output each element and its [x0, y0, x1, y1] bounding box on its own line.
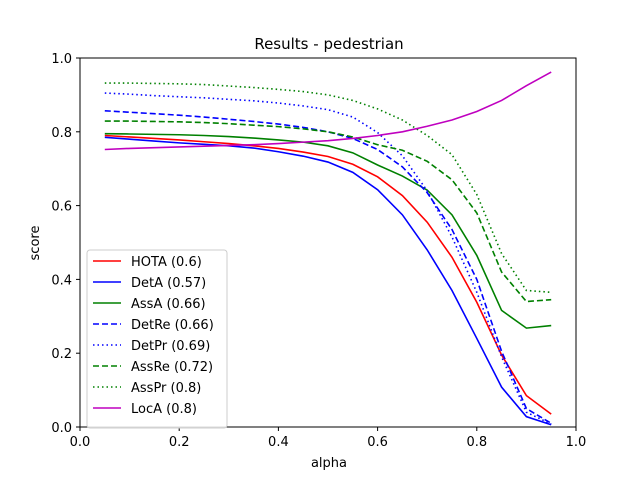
y-axis-ticks: 0.0 0.2 0.4 0.6 0.8 1.0	[51, 52, 80, 436]
chart-title: Results - pedestrian	[254, 35, 403, 53]
series-line-6	[104, 120, 552, 303]
y-tick-label: 0.6	[51, 200, 72, 215]
legend-box	[86, 249, 228, 429]
legend-label: AssA (0.66)	[131, 297, 206, 312]
x-tick-label: 0.4	[268, 435, 289, 450]
y-axis-label: score	[28, 226, 43, 261]
x-axis-label: alpha	[311, 456, 347, 471]
series-line-5	[104, 92, 552, 425]
legend: HOTA (0.6) DetA (0.57) AssA (0.66) DetRe (0…	[86, 249, 228, 429]
legend-label: AssPr (0.8)	[131, 381, 201, 396]
series-line-2	[104, 136, 552, 426]
legend-label: LocA (0.8)	[131, 402, 197, 417]
x-tick-label: 0.8	[466, 435, 487, 450]
series-line-3	[104, 132, 552, 329]
y-tick-label: 0.8	[51, 126, 72, 141]
plot-area	[79, 57, 577, 428]
x-tick-label: 0.6	[367, 435, 388, 450]
legend-label: DetRe (0.66)	[131, 318, 214, 333]
y-tick-label: 0.4	[51, 273, 72, 288]
series-line-8	[104, 71, 552, 151]
y-tick-label: 0.0	[51, 421, 72, 436]
legend-label: DetPr (0.69)	[131, 339, 210, 354]
series-line-7	[104, 82, 552, 294]
y-tick-label: 1.0	[51, 52, 72, 67]
x-axis-ticks: 0.0 0.2 0.4 0.6 0.8 1.0	[70, 427, 587, 450]
legend-label: AssRe (0.72)	[131, 360, 213, 375]
x-tick-label: 0.2	[169, 435, 190, 450]
x-tick-label: 0.0	[70, 435, 91, 450]
legend-label: HOTA (0.6)	[131, 255, 202, 270]
series-line-1	[104, 134, 552, 415]
x-tick-label: 1.0	[566, 435, 587, 450]
series-line-4	[104, 109, 552, 424]
axes-frame	[79, 57, 577, 428]
y-tick-label: 0.2	[51, 347, 72, 362]
legend-label: DetA (0.57)	[131, 276, 206, 291]
